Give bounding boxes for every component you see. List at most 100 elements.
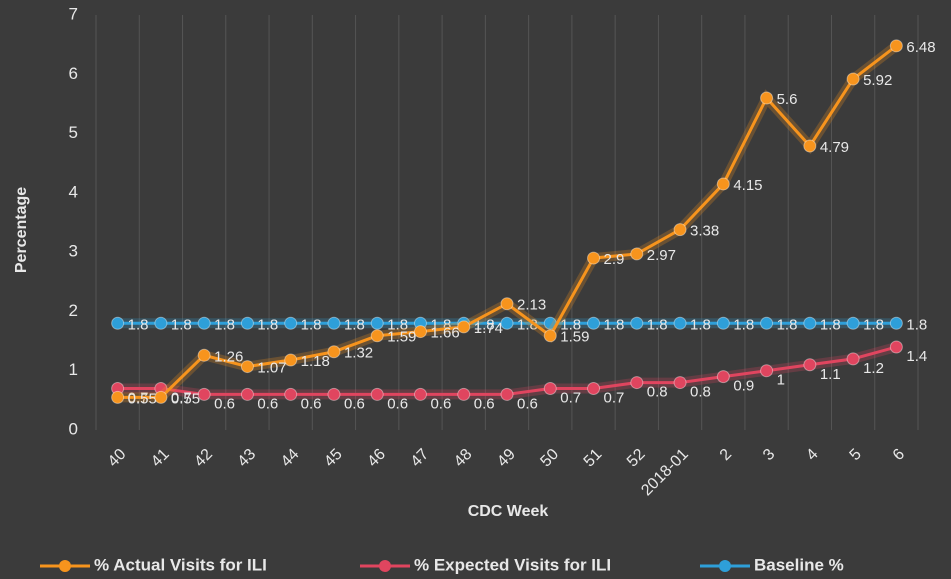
point	[846, 72, 860, 86]
data-label: 1.26	[214, 348, 243, 365]
point	[370, 316, 384, 330]
data-label: 0.7	[171, 389, 192, 406]
data-label: 5.6	[777, 91, 798, 108]
point	[803, 316, 817, 330]
data-label: 4.15	[733, 177, 762, 194]
point	[543, 329, 557, 343]
data-label: 3.38	[690, 223, 719, 240]
point	[846, 352, 860, 366]
data-label: 1.4	[906, 348, 927, 365]
point	[716, 316, 730, 330]
point	[154, 390, 168, 404]
data-label: 0.9	[733, 378, 754, 395]
data-label: 1.8	[344, 316, 365, 333]
point	[327, 316, 341, 330]
point	[630, 316, 644, 330]
point	[630, 247, 644, 261]
data-label: 1	[777, 372, 785, 389]
point	[413, 387, 427, 401]
data-label: 0.55	[128, 390, 157, 407]
data-label: 0.6	[344, 395, 365, 412]
data-label: 1.8	[257, 316, 278, 333]
point	[716, 370, 730, 384]
data-label: 0.6	[214, 395, 235, 412]
point	[284, 387, 298, 401]
data-label: 1.8	[820, 316, 841, 333]
data-label: 1.66	[430, 325, 459, 342]
data-label: 1.2	[863, 360, 884, 377]
data-label: 6.48	[906, 39, 935, 56]
point	[803, 139, 817, 153]
point	[543, 382, 557, 395]
data-label: 1.8	[647, 316, 668, 333]
point	[500, 297, 514, 311]
legend-marker	[719, 560, 731, 572]
data-label: 0.55	[171, 390, 200, 407]
point	[803, 358, 817, 372]
point	[673, 316, 687, 330]
data-label: 0.8	[647, 384, 668, 401]
data-label: 1.8	[690, 316, 711, 333]
point	[197, 348, 211, 362]
point	[889, 316, 903, 330]
data-label: 0.6	[517, 395, 538, 412]
point	[111, 390, 125, 404]
point	[240, 316, 254, 330]
y-tick-label: 4	[69, 182, 78, 201]
point	[889, 39, 903, 53]
point	[154, 316, 168, 330]
point	[500, 387, 514, 401]
data-label: 2.97	[647, 247, 676, 264]
data-label: 4.79	[820, 139, 849, 156]
y-tick-label: 6	[69, 64, 78, 83]
point	[846, 316, 860, 330]
data-label: 1.8	[517, 316, 538, 333]
data-label: 2.9	[604, 251, 625, 268]
data-label: 0.6	[430, 395, 451, 412]
data-label: 1.8	[171, 316, 192, 333]
point	[587, 251, 601, 265]
data-label: 2.13	[517, 297, 546, 314]
data-label: 1.8	[560, 316, 581, 333]
point	[370, 387, 384, 401]
point	[587, 316, 601, 330]
y-tick-label: 7	[69, 4, 78, 23]
point	[240, 387, 254, 401]
data-label: 1.1	[820, 366, 841, 383]
x-axis-title: CDC Week	[468, 503, 549, 520]
point	[370, 329, 384, 343]
point	[413, 325, 427, 339]
data-label: 1.59	[560, 329, 589, 346]
data-label: 1.8	[128, 316, 149, 333]
point	[240, 360, 254, 374]
legend-marker	[379, 560, 391, 572]
data-label: 1.18	[301, 353, 330, 370]
data-label: 1.8	[214, 316, 235, 333]
point	[760, 91, 774, 105]
y-tick-label: 0	[69, 419, 78, 438]
y-tick-label: 5	[69, 123, 78, 142]
y-tick-label: 2	[69, 301, 78, 320]
point	[284, 316, 298, 330]
data-label: 5.92	[863, 72, 892, 89]
point	[327, 345, 341, 359]
point	[457, 320, 471, 334]
data-label: 1.8	[733, 316, 754, 333]
point	[760, 316, 774, 330]
data-label: 1.8	[387, 316, 408, 333]
point	[673, 376, 687, 390]
point	[673, 223, 687, 237]
data-label: 1.59	[387, 329, 416, 346]
data-label: 1.8	[777, 316, 798, 333]
data-label: 0.6	[387, 395, 408, 412]
legend-label: Baseline %	[754, 555, 844, 574]
point	[630, 376, 644, 390]
point	[889, 340, 903, 354]
data-label: 1.32	[344, 345, 373, 362]
point	[327, 387, 341, 401]
data-label: 1.8	[474, 316, 495, 333]
legend-label: % Actual Visits for ILI	[94, 555, 267, 574]
point	[587, 382, 601, 395]
